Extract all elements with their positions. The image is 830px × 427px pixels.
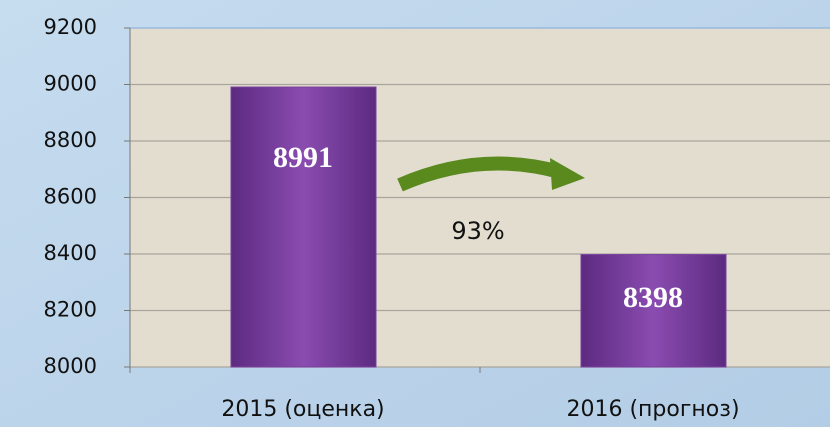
- data-label: 8991: [273, 141, 333, 174]
- y-tick-label: 8200: [44, 298, 97, 322]
- y-tick-label: 9200: [44, 15, 97, 39]
- arrow: [397, 156, 562, 192]
- arrow-head: [550, 158, 585, 190]
- x-tick-label: 2016 (прогноз): [566, 397, 739, 422]
- y-tick-label: 8400: [44, 241, 97, 265]
- y-tick-label: 9000: [44, 72, 97, 96]
- x-tick-label: 2015 (оценка): [221, 397, 384, 422]
- data-label: 8398: [623, 281, 683, 314]
- y-tick-label: 8600: [44, 185, 97, 209]
- y-tick-label: 8800: [44, 128, 97, 152]
- y-tick-label: 8000: [44, 354, 97, 378]
- bar: [580, 254, 727, 368]
- bar: [230, 86, 377, 368]
- annotation: 93%: [451, 217, 504, 245]
